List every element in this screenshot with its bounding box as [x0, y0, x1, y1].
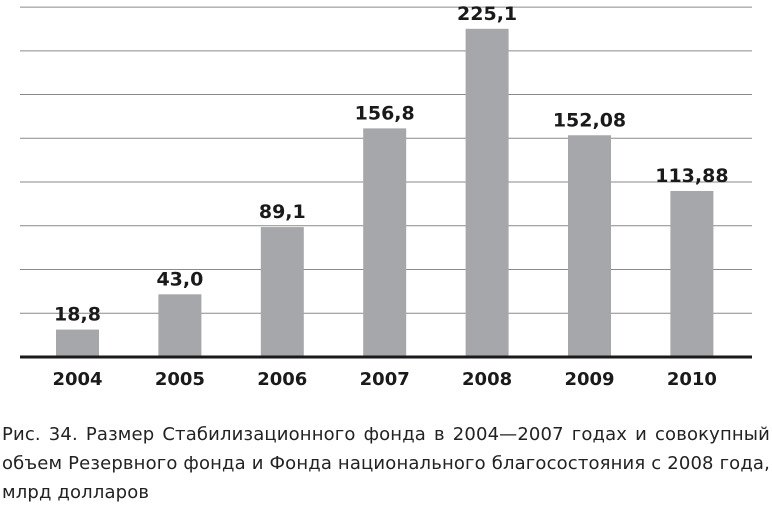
x-tick-2010: 2010: [667, 369, 717, 390]
bar-2006: [260, 227, 304, 357]
bar-2005: [158, 294, 202, 357]
x-tick-2007: 2007: [360, 369, 410, 390]
bar-2004: [56, 329, 99, 357]
value-label-2008: 225,1: [457, 3, 517, 25]
value-label-2006: 89,1: [259, 201, 306, 223]
bar-2009: [568, 135, 611, 357]
bars: [56, 28, 714, 357]
value-label-2007: 156,8: [355, 102, 415, 124]
x-tick-2006: 2006: [257, 369, 307, 390]
bar-2010: [670, 190, 714, 357]
figure-caption: Рис. 34. Размер Стабилизационного фонда …: [2, 424, 770, 503]
bar-2007: [363, 128, 407, 357]
x-tick-labels: 2004 2005 2006 2007 2008 2009 2010: [52, 369, 717, 390]
x-tick-2008: 2008: [462, 369, 512, 390]
value-label-2004: 18,8: [54, 304, 101, 326]
x-tick-2005: 2005: [155, 369, 205, 390]
value-label-2009: 152,08: [553, 109, 626, 131]
value-labels: 18,8 43,0 89,1 156,8 225,1 152,08 113,88: [54, 3, 729, 326]
bar-chart: 18,8 43,0 89,1 156,8 225,1 152,08 113,88 2004 2…: [20, 3, 752, 390]
x-tick-2004: 2004: [52, 369, 102, 390]
bar-2008: [465, 28, 509, 357]
x-tick-2009: 2009: [564, 369, 614, 390]
value-label-2010: 113,88: [655, 165, 728, 187]
value-label-2005: 43,0: [156, 268, 203, 290]
